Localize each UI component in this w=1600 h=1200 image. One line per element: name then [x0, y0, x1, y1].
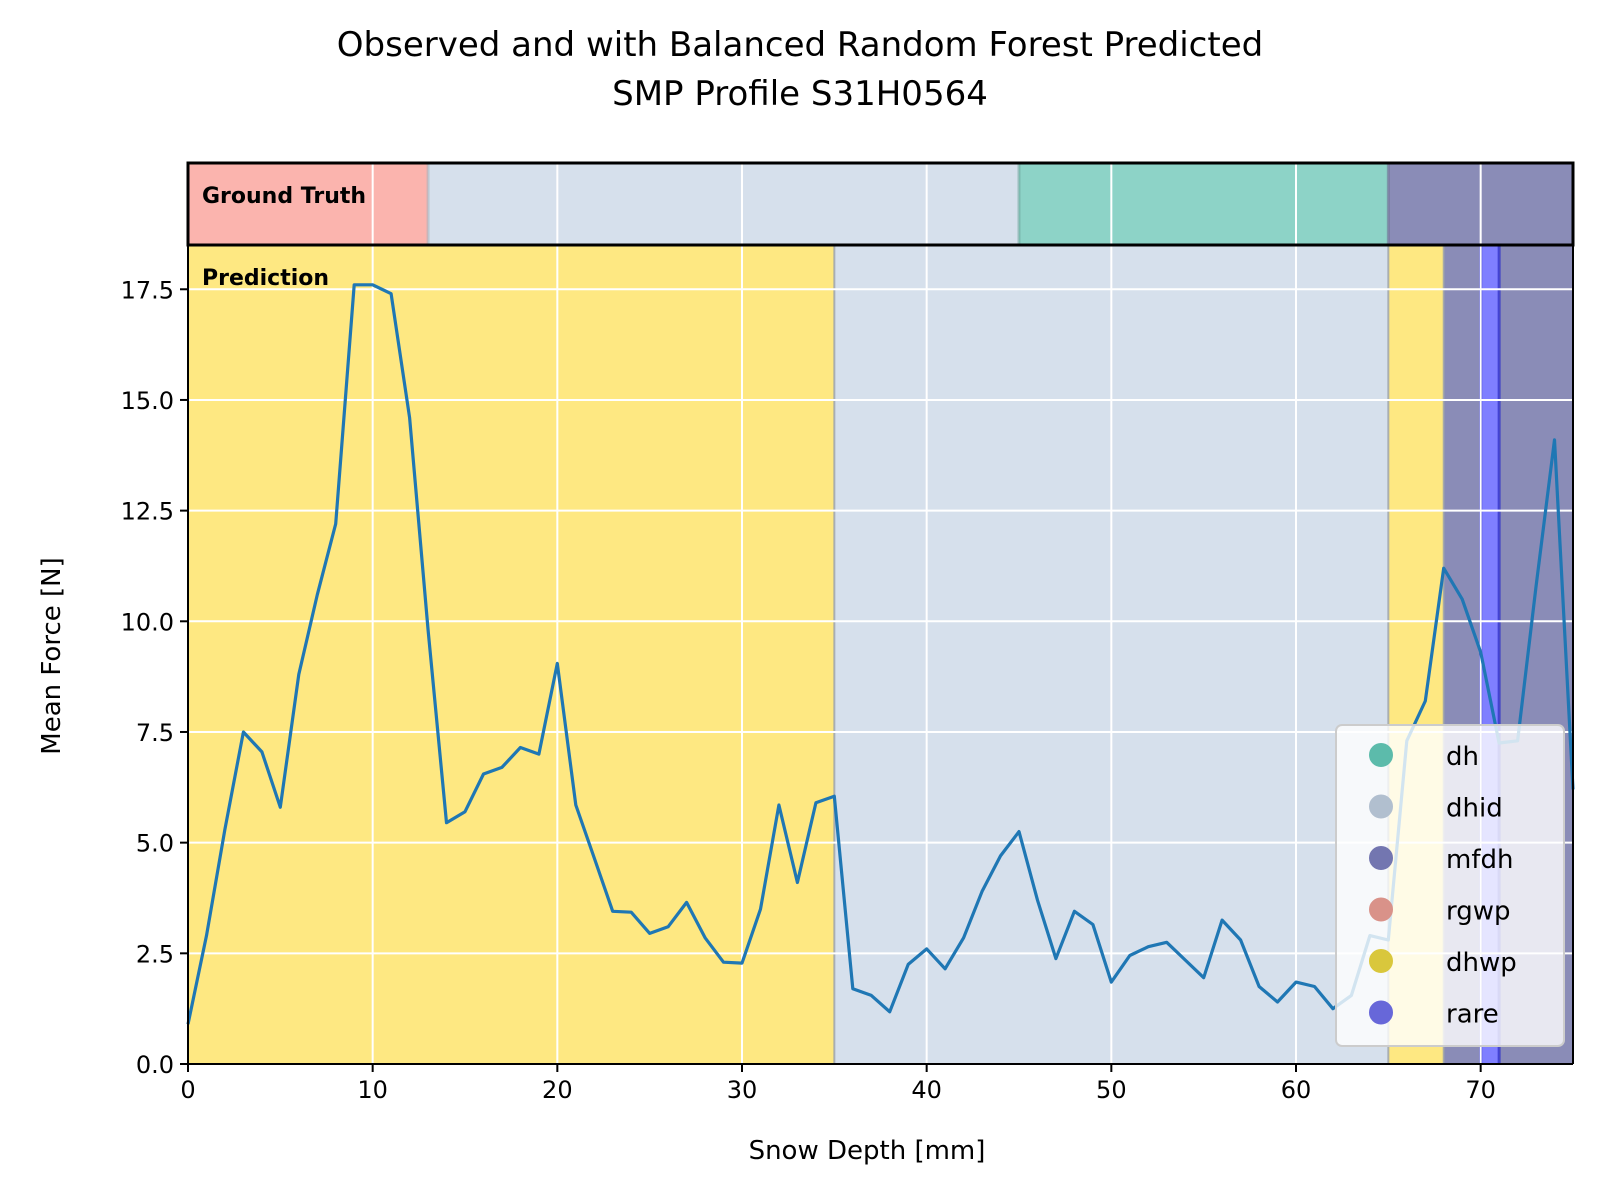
- frame-group: [186, 161, 1575, 1065]
- ground-truth-frame: [186, 161, 1575, 247]
- prediction-band-dhwp: [188, 245, 835, 1064]
- x-tick-label: 20: [542, 1076, 573, 1104]
- x-tick-label: 60: [1281, 1076, 1312, 1104]
- x-tick-label: 10: [357, 1076, 388, 1104]
- y-tick-label: 12.5: [121, 498, 174, 526]
- x-tick-label: 0: [180, 1076, 195, 1104]
- y-tick-label: 2.5: [136, 940, 174, 968]
- y-tick-label: 5.0: [136, 830, 174, 858]
- ground-truth-band-dh: [1019, 163, 1389, 245]
- ground-truth-band-rgwp: [188, 163, 429, 245]
- legend-marker-rare: [1369, 1000, 1393, 1025]
- legend-label-rare: rare: [1446, 1000, 1499, 1030]
- y-tick-label: 10.0: [121, 608, 174, 636]
- legend-box: [1335, 724, 1565, 1047]
- x-tick-label: 70: [1465, 1076, 1496, 1104]
- legend-label-dhwp: dhwp: [1446, 948, 1517, 978]
- legend-marker-mfdh: [1369, 846, 1393, 870]
- ground-truth-band-dhid: [428, 163, 1020, 245]
- y-tick-label: 7.5: [136, 719, 174, 747]
- y-axis-label: Mean Force [N]: [37, 557, 67, 754]
- legend-label-dhid: dhid: [1446, 794, 1503, 824]
- ground-truth-label: Ground Truth: [202, 184, 366, 209]
- tick-group: 0 10 20 30 40 50 60 70 0.0 2.5 5.0 7.5 10.0 12.5 15.0 1…: [121, 276, 1496, 1104]
- legend-marker-dhid: [1369, 794, 1393, 819]
- grid-group: [188, 163, 1573, 1064]
- legend-marker-dh: [1369, 743, 1393, 767]
- y-tick-label: 15.0: [121, 387, 174, 415]
- legend-label-dh: dh: [1446, 742, 1479, 772]
- legend-label-mfdh: mfdh: [1446, 845, 1513, 875]
- legend-marker-dhwp: [1369, 949, 1393, 973]
- y-tick-label: 17.5: [121, 276, 174, 304]
- x-axis-label: Snow Depth [mm]: [749, 1136, 986, 1166]
- legend: dh dhid mfdh rgwp dhwp rare: [1335, 724, 1565, 1047]
- x-tick-label: 50: [1096, 1076, 1127, 1104]
- legend-label-rgwp: rgwp: [1446, 897, 1511, 927]
- legend-marker-rgwp: [1369, 897, 1393, 922]
- ground-truth-band-group: [188, 163, 1573, 245]
- x-tick-label: 30: [727, 1076, 758, 1104]
- chart-subtitle: SMP Profile S31H0564: [612, 74, 988, 114]
- y-tick-label: 0.0: [136, 1051, 174, 1079]
- chart-title: Observed and with Balanced Random Forest…: [337, 25, 1263, 65]
- prediction-label: Prediction: [202, 266, 329, 291]
- x-tick-label: 40: [911, 1076, 942, 1104]
